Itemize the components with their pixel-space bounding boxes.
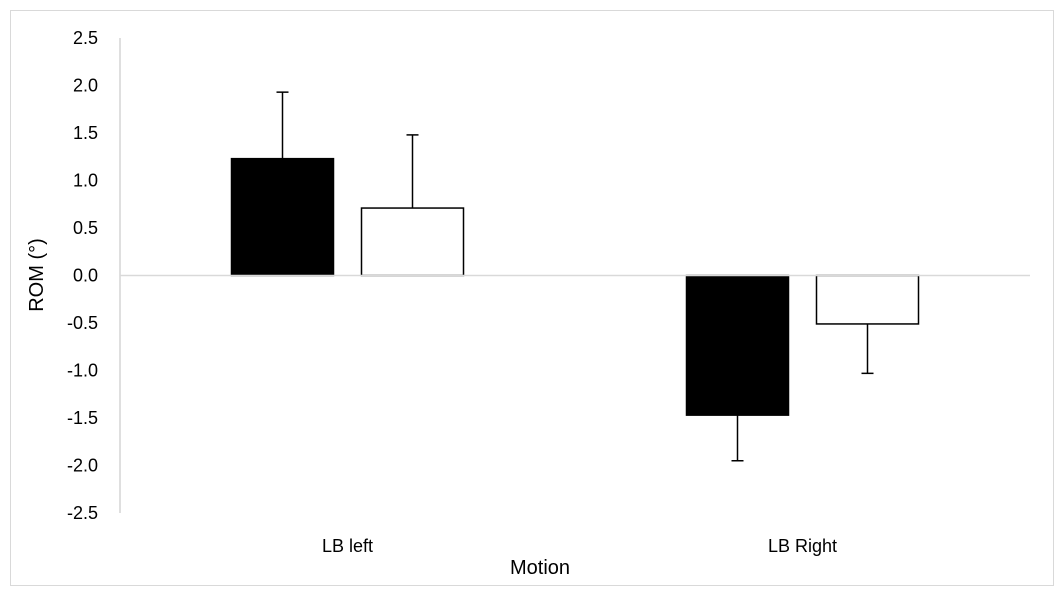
y-tick-label: 2.5 (73, 28, 98, 48)
x-axis-title: Motion (510, 557, 570, 579)
y-tick-label: 1.5 (73, 123, 98, 143)
y-tick-label: -2.0 (67, 456, 98, 476)
y-tick-label: 0.0 (73, 266, 98, 286)
bar (815, 274, 920, 325)
x-category-label: LB Right (768, 536, 837, 556)
x-axis: LB left LB Right (120, 274, 1030, 556)
y-tick-label: -2.5 (67, 503, 98, 523)
y-tick-label: -1.5 (67, 408, 98, 428)
y-axis: 2.5 2.0 1.5 1.0 0.5 0.0 -0.5 -1.0 -1.5 -2.0 -2.5 (67, 28, 121, 523)
y-tick-label: 1.0 (73, 171, 98, 191)
y-tick-label: -1.0 (67, 361, 98, 381)
y-tick-label: -0.5 (67, 313, 98, 333)
y-tick-label: 2.0 (73, 76, 98, 96)
bar (230, 157, 335, 277)
bar (360, 207, 465, 277)
x-category-label: LB left (322, 536, 373, 556)
bar (685, 274, 790, 416)
bars (230, 91, 920, 462)
y-axis-title: ROM (°) (26, 238, 48, 312)
y-tick-label: 0.5 (73, 218, 98, 238)
